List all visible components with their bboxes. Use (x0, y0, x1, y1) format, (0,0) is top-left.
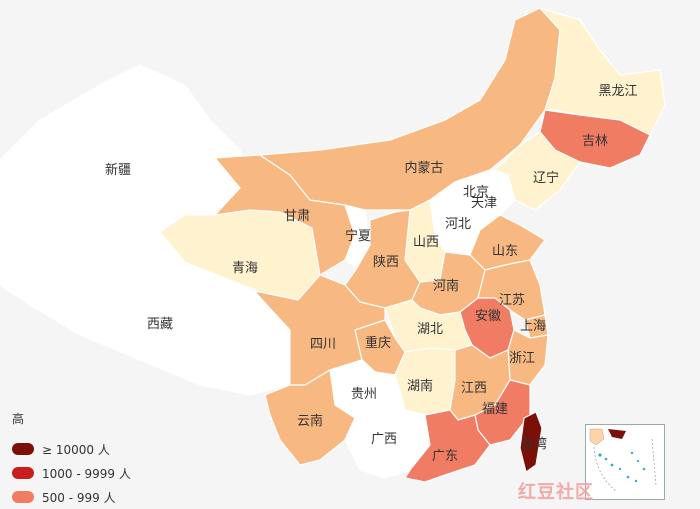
province-guangdong[interactable] (404, 409, 491, 483)
legend-swatch (12, 467, 34, 479)
legend-swatch (12, 491, 34, 503)
province-label-tianjin: 天津 (471, 196, 497, 211)
province-label-beijing: 北京 (463, 185, 489, 200)
province-label-xizang: 西藏 (147, 317, 173, 332)
province-label-qinghai: 青海 (232, 261, 258, 276)
province-xinjiang[interactable] (0, 64, 251, 241)
province-label-shanxi: 山西 (413, 235, 439, 250)
province-label-sichuan: 四川 (310, 337, 336, 352)
province-label-guizhou: 贵州 (351, 387, 377, 402)
province-yunnan[interactable] (264, 369, 356, 466)
legend-item[interactable]: 500 - 999 人 (12, 485, 131, 509)
province-label-henan: 河南 (433, 278, 459, 294)
province-label-hunan: 湖南 (407, 378, 433, 394)
province-label-shanghai: 上海 (520, 319, 546, 334)
province-label-xinjiang: 新疆 (105, 162, 131, 178)
legend-title: 高 (12, 412, 25, 426)
province-label-taiwan: 台湾 (521, 436, 547, 452)
map-legend: 高 ≥ 10000 人 1000 - 9999 人 500 - 999 人 (12, 410, 131, 509)
province-label-zhejiang: 浙江 (509, 351, 535, 366)
province-label-guangdong: 广东 (432, 449, 458, 464)
legend-label: 500 - 999 人 (42, 490, 116, 505)
legend-item[interactable]: 1000 - 9999 人 (12, 461, 131, 485)
province-taiwan[interactable] (519, 411, 543, 473)
legend-swatch (12, 443, 34, 455)
province-label-guangxi: 广西 (371, 432, 397, 447)
province-liaoning[interactable] (494, 131, 581, 211)
province-label-hubei: 湖北 (417, 322, 443, 337)
province-label-shandong: 山东 (492, 244, 518, 259)
province-label-gansu: 甘肃 (284, 209, 310, 224)
province-label-heilongjiang: 黑龙江 (598, 84, 637, 99)
province-label-hebei: 河北 (445, 217, 471, 232)
province-label-yunnan: 云南 (297, 413, 323, 429)
province-label-chongqing: 重庆 (365, 335, 391, 351)
south-china-sea-inset (585, 424, 665, 500)
province-label-neimenggu: 内蒙古 (404, 160, 443, 176)
province-label-ningxia: 宁夏 (345, 228, 371, 244)
legend-label: ≥ 10000 人 (42, 442, 110, 457)
province-label-liaoning: 辽宁 (533, 170, 559, 186)
inset-islands-icon (589, 428, 657, 492)
province-label-shaanxi: 陕西 (373, 255, 399, 270)
province-label-anhui: 安徽 (475, 309, 501, 324)
province-label-jilin: 吉林 (582, 134, 608, 149)
province-label-jiangxi: 江西 (461, 381, 487, 396)
watermark-logo: 红豆社区 (518, 482, 594, 503)
province-label-jiangsu: 江苏 (499, 292, 525, 308)
province-label-fujian: 福建 (482, 402, 508, 417)
legend-label: 1000 - 9999 人 (42, 466, 131, 481)
legend-item[interactable]: ≥ 10000 人 (12, 437, 131, 461)
